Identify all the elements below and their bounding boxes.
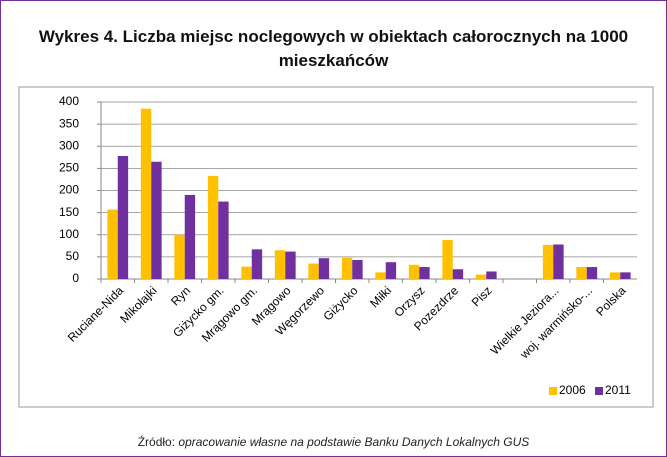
chart-border xyxy=(18,86,654,408)
y-tick-label: 350 xyxy=(59,116,79,130)
bar xyxy=(576,267,587,279)
bar xyxy=(452,269,464,279)
x-tick-label: Pisz xyxy=(469,283,495,309)
bar xyxy=(308,263,319,279)
bar xyxy=(207,175,219,279)
bar xyxy=(408,264,420,279)
x-tick-label: Giżycko xyxy=(321,283,361,323)
y-tick-label: 150 xyxy=(59,205,79,219)
source-label: Źródło: xyxy=(137,435,176,449)
bar xyxy=(274,250,286,279)
y-tick-label: 200 xyxy=(59,183,79,197)
bar xyxy=(620,272,631,279)
bar xyxy=(352,259,363,279)
bar xyxy=(174,234,185,279)
y-tick-label: 0 xyxy=(72,271,79,285)
y-tick-label: 100 xyxy=(59,227,79,241)
legend-swatch xyxy=(549,387,557,395)
bar xyxy=(542,244,554,279)
y-tick-label: 400 xyxy=(59,94,79,108)
legend-swatch xyxy=(595,387,603,395)
bar xyxy=(251,249,263,279)
bar xyxy=(117,155,129,279)
bar xyxy=(586,267,598,279)
bar xyxy=(341,257,353,279)
x-tick-label: Mikołajki xyxy=(117,283,159,325)
bar xyxy=(184,194,196,279)
bar xyxy=(107,209,118,279)
x-tick-label: Ruciane-Nida xyxy=(65,283,127,345)
x-tick-label: Polska xyxy=(593,283,629,319)
source: Źródło: opracowanie własne na podstawie … xyxy=(1,435,666,449)
bar xyxy=(385,262,397,279)
bar xyxy=(553,244,564,279)
bar xyxy=(609,272,621,279)
bar xyxy=(442,240,453,279)
bar xyxy=(218,201,229,279)
x-tick-label: Ryn xyxy=(168,283,193,308)
bar xyxy=(475,274,487,279)
y-tick-label: 250 xyxy=(59,161,79,175)
bar xyxy=(285,251,296,279)
bar xyxy=(151,161,162,279)
bar xyxy=(375,272,386,279)
legend-label: 2006 xyxy=(559,383,586,397)
bar xyxy=(140,108,152,279)
y-tick-label: 300 xyxy=(59,138,79,152)
bar xyxy=(241,266,252,279)
source-text: opracowanie własne na podstawie Banku Da… xyxy=(178,435,530,449)
chart-title: Wykres 4. Liczba miejsc noclegowych w ob… xyxy=(38,27,629,70)
bar xyxy=(419,267,430,279)
bar xyxy=(318,258,330,279)
legend-label: 2011 xyxy=(605,383,631,397)
x-tick-label: Miłki xyxy=(367,283,394,310)
y-tick-label: 50 xyxy=(66,249,80,263)
bar xyxy=(486,271,497,279)
